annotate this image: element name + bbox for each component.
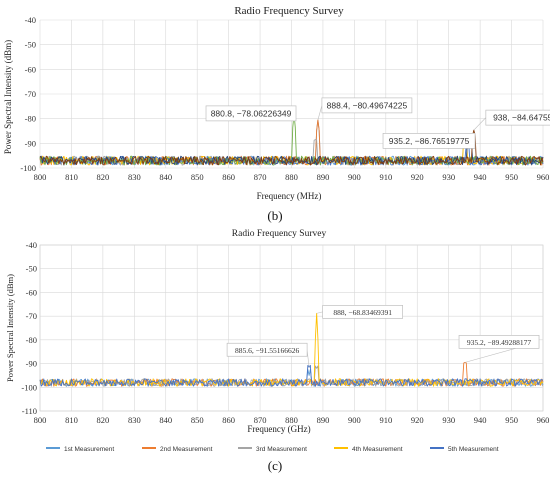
y-tick-label: -40 [25, 15, 36, 25]
x-tick-label: 830 [128, 415, 141, 425]
x-tick-label: 910 [379, 415, 392, 425]
annotation-label: 885.6, −91.55166626 [235, 346, 299, 355]
legend-entry-3: 3rd Measurement [256, 446, 307, 453]
chart-c-y-axis-label: Power Spectral Intensity (dBm) [5, 274, 15, 382]
chart-b-title: Radio Frequency Survey [234, 5, 344, 17]
x-tick-label: 820 [97, 415, 110, 425]
annotation-label: 880.8, −78.06226349 [211, 108, 292, 118]
annotation-label: 935.2, −89.49288177 [467, 338, 531, 347]
y-tick-label: -60 [25, 64, 36, 74]
y-tick-label: -80 [25, 114, 36, 124]
annotation-leader [473, 117, 487, 131]
y-tick-label: -70 [26, 311, 37, 321]
chart-b-x-axis-label: Frequency (MHz) [257, 191, 322, 201]
chart-c-panel-label: (c) [268, 458, 282, 473]
annotation-label: 888, −68.83469391 [333, 308, 392, 317]
x-tick-label: 960 [537, 172, 550, 182]
chart-c-legend: 1st Measurement 2nd Measurement 3rd Measur… [46, 446, 499, 453]
annotation-box [382, 133, 476, 149]
chart-c-series [39, 312, 544, 387]
chart-c-annotations: 885.6, −91.55166626 888, −68.83469391 935.… [226, 305, 540, 368]
y-tick-label: -80 [26, 335, 37, 345]
chart-b: Radio Frequency Survey 1st Measurement2n… [3, 5, 550, 223]
y-tick-label: -50 [25, 40, 36, 50]
x-tick-label: 900 [348, 172, 361, 182]
x-tick-label: 820 [97, 172, 110, 182]
x-tick-label: 950 [505, 172, 518, 182]
series-line-5 [39, 364, 544, 387]
y-tick-label: -110 [22, 406, 37, 416]
series-line-8 [39, 129, 544, 166]
x-tick-label: 930 [442, 172, 455, 182]
legend-entry-1: 1st Measurement [64, 446, 114, 453]
legend-entry-2: 2nd Measurement [160, 446, 213, 453]
x-tick-label: 810 [65, 172, 78, 182]
chart-b-series [39, 113, 544, 166]
x-tick-label: 800 [34, 415, 47, 425]
chart-c-title: Radio Frequency Survey [232, 229, 327, 239]
legend-entry-4: 4th Measurement [352, 446, 403, 453]
y-tick-label: -70 [25, 89, 36, 99]
x-tick-label: 890 [317, 172, 330, 182]
chart-b-x-ticks: 800 810 820 830 840 850 860 870 880 890 900 910 920 9… [34, 172, 550, 182]
y-tick-label: -60 [26, 287, 37, 297]
chart-b-panel-label: (b) [267, 208, 282, 223]
y-tick-label: -90 [26, 359, 37, 369]
x-tick-label: 910 [379, 172, 392, 182]
annotation-box [205, 105, 297, 122]
annotation-label: 888.4, −80.49674225 [327, 100, 408, 110]
x-tick-label: 860 [222, 415, 235, 425]
x-tick-label: 840 [159, 172, 172, 182]
chart-b-annotations: 880.8, −78.06226349 888.4, −80.49674225 93… [205, 97, 550, 149]
x-tick-label: 960 [537, 415, 550, 425]
x-tick-label: 880 [285, 415, 298, 425]
x-tick-label: 950 [505, 415, 518, 425]
annotation-box [322, 305, 403, 319]
y-tick-label: -100 [21, 382, 37, 392]
annotation-box [458, 335, 540, 349]
annotation-box [226, 342, 308, 357]
x-tick-label: 940 [474, 415, 487, 425]
x-tick-label: 890 [317, 415, 330, 425]
x-tick-label: 810 [65, 415, 78, 425]
annotation-label: 935.2, −86.76519775 [389, 136, 470, 146]
chart-c: Radio Frequency Survey -110 -100 -90 -80 -70… [5, 229, 549, 473]
x-tick-label: 880 [285, 172, 298, 182]
x-tick-label: 870 [254, 415, 267, 425]
x-tick-label: 930 [442, 415, 455, 425]
chart-b-y-axis-label: Power Spectral Intensity (dBm) [3, 40, 13, 154]
x-tick-label: 800 [34, 172, 47, 182]
y-tick-label: -40 [26, 240, 37, 250]
chart-b-y-ticks: -100 -90 -80 -70 -60 -50 -40 [20, 15, 36, 173]
chart-c-x-axis-label: Frequency (GHz) [247, 424, 310, 434]
series-line-6 [39, 113, 544, 166]
x-tick-label: 920 [411, 415, 424, 425]
annotation-label: 938, −84.64755249 [493, 113, 550, 123]
x-tick-label: 830 [128, 172, 141, 182]
annotation-leader [316, 311, 323, 314]
chart-c-x-ticks: 800 810 820 830 840 850 860 870 880 890 900 910 920 9… [34, 415, 550, 425]
annotation-box [485, 109, 550, 126]
x-tick-label: 860 [222, 172, 235, 182]
x-tick-label: 850 [191, 415, 204, 425]
x-tick-label: 940 [474, 172, 487, 182]
y-tick-label: -50 [26, 264, 37, 274]
y-tick-label: -100 [20, 163, 36, 173]
x-tick-label: 870 [254, 172, 267, 182]
y-tick-label: -90 [25, 138, 36, 148]
x-tick-label: 850 [191, 172, 204, 182]
x-tick-label: 900 [348, 415, 361, 425]
x-tick-label: 920 [411, 172, 424, 182]
annotation-box [321, 97, 413, 114]
chart-c-y-ticks: -110 -100 -90 -80 -70 -60 -50 -40 [21, 240, 37, 416]
x-tick-label: 840 [159, 415, 172, 425]
legend-entry-5: 5th Measurement [448, 446, 499, 453]
annotation-leader [317, 105, 323, 120]
